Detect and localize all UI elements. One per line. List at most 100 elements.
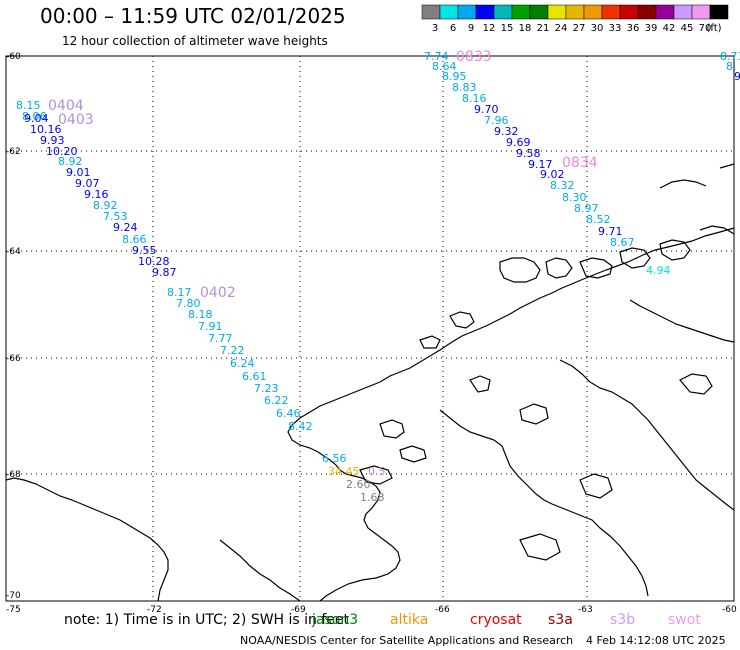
color-scale-swatch xyxy=(565,4,585,20)
wave-height-value: 8.16 xyxy=(462,92,487,105)
wave-height-value: 9.58 xyxy=(516,147,541,160)
color-scale-swatch xyxy=(457,4,477,20)
wave-height-value: 8.15 xyxy=(16,99,41,112)
wave-height-value: 9.32 xyxy=(494,125,519,138)
wave-height-value: 8.30 xyxy=(562,191,587,204)
wave-height-value: 8.06 xyxy=(22,110,47,123)
wave-height-value: 7.77 xyxy=(208,332,233,345)
wave-height-value: 10.20 xyxy=(46,145,78,158)
satellite-legend-item: swot xyxy=(668,612,701,628)
wave-height-value: 8.67 xyxy=(610,236,635,249)
lat-label: -66 xyxy=(6,354,21,364)
wave-height-value: 4.94 xyxy=(646,264,671,277)
color-scale-label: 33 xyxy=(609,23,622,34)
color-scale-swatch xyxy=(673,4,693,20)
lon-label: -72 xyxy=(147,605,162,615)
satellite-legend-item: jason3 xyxy=(312,612,359,628)
wave-height-value: 9.71 xyxy=(598,225,623,238)
color-scale-swatch xyxy=(439,4,459,20)
color-scale-swatch xyxy=(619,4,639,20)
wave-height-value: 8.64 xyxy=(432,60,457,73)
satellite-legend-item: cryosat xyxy=(470,612,522,628)
graticule xyxy=(6,56,734,601)
lon-label: -66 xyxy=(435,605,450,615)
color-scale-label: 36 xyxy=(627,23,640,34)
lon-label: -60 xyxy=(722,605,737,615)
wave-height-value: 8.73 xyxy=(720,50,740,63)
wave-height-value: 9.93 xyxy=(40,134,65,147)
color-scale-swatch xyxy=(493,4,513,20)
satellite-legend-item: s3b xyxy=(610,612,636,628)
wave-height-value: 7.80 xyxy=(176,297,201,310)
lat-label: -62 xyxy=(6,147,21,157)
wave-height-value: 0.5 xyxy=(368,465,386,478)
lat-label: -70 xyxy=(6,591,21,601)
color-scale-label: 3 xyxy=(432,23,438,34)
footer-date: 4 Feb 14:12:08 UTC 2025 xyxy=(586,634,726,647)
map-title: 00:00 – 11:59 UTC 02/01/2025 xyxy=(40,4,346,28)
lon-label: -63 xyxy=(578,605,593,615)
color-scale-label: 30 xyxy=(591,23,604,34)
wave-height-value: 7.23 xyxy=(254,382,279,395)
color-scale-label: 9 xyxy=(468,23,474,34)
lon-label: -69 xyxy=(291,605,306,615)
wave-height-value: 6.46 xyxy=(276,407,301,420)
color-scale-label: 42 xyxy=(663,23,676,34)
wave-height-value: 1.68 xyxy=(360,491,385,504)
wave-height-value: 9.70 xyxy=(474,103,499,116)
wave-height-value: 7.74 xyxy=(424,50,449,63)
color-scale-swatch xyxy=(601,4,621,20)
wave-height-value: 6.56 xyxy=(322,452,347,465)
wave-height-value: 9.24 xyxy=(113,221,138,234)
wave-height-value: 9.02 xyxy=(540,168,565,181)
color-scale-swatch xyxy=(475,4,495,20)
wave-height-value: 8.18 xyxy=(188,308,213,321)
wave-height-value: 7.53 xyxy=(103,210,128,223)
wave-height-value: 7.22 xyxy=(220,344,245,357)
wave-height-value: 7.91 xyxy=(198,320,223,333)
coastline xyxy=(5,163,735,602)
footer-credit: NOAA/NESDIS Center for Satellite Applica… xyxy=(240,634,574,647)
color-scale-swatch xyxy=(421,4,441,20)
wave-height-value: 8.97 xyxy=(574,202,599,215)
pass-time-label: 0402 xyxy=(200,285,236,301)
satellite-legend-item: s3a xyxy=(548,612,573,628)
lat-label: -60 xyxy=(6,52,21,62)
satellite-legend-item: altika xyxy=(390,612,429,628)
wave-height-value: 9.07 xyxy=(75,177,100,190)
color-scale-label: 27 xyxy=(573,23,586,34)
color-scale-label: 12 xyxy=(483,23,496,34)
wave-height-labels: 8.158.069.0410.169.9310.208.929.019.079.… xyxy=(16,49,740,504)
wave-height-value: 8.66 xyxy=(122,233,147,246)
wave-height-value: 8.83 xyxy=(452,81,477,94)
pass-time-label: 0403 xyxy=(58,112,94,128)
wave-height-value: 9.17 xyxy=(528,158,553,171)
color-scale-label: 39 xyxy=(645,23,658,34)
wave-height-value: 8.95 xyxy=(442,70,467,83)
wave-height-value: 2.60 xyxy=(346,478,371,491)
wave-height-value: 8.42 xyxy=(288,420,313,433)
color-scale-swatch xyxy=(655,4,675,20)
wave-height-value: 9.04 xyxy=(24,112,49,125)
wave-height-value: 6.61 xyxy=(242,370,267,383)
wave-height-value: 34.45 xyxy=(328,465,360,478)
map-frame xyxy=(5,55,735,602)
wave-height-value: 8.32 xyxy=(550,179,575,192)
color-scale-label: (ft) xyxy=(706,23,721,34)
color-scale-swatch xyxy=(547,4,567,20)
color-scale-label: 15 xyxy=(501,23,514,34)
wave-height-value: 9 xyxy=(734,70,740,83)
pass-time-label: 0833 xyxy=(456,49,492,65)
wave-height-value: 9.01 xyxy=(66,166,91,179)
lat-label: -68 xyxy=(6,470,21,480)
wave-height-value: 8.52 xyxy=(586,213,611,226)
wave-height-value: 6.24 xyxy=(230,357,255,370)
color-scale-label: 45 xyxy=(681,23,694,34)
lat-label: -64 xyxy=(6,247,21,257)
color-scale-swatch xyxy=(637,4,657,20)
color-scale-label: 21 xyxy=(537,23,550,34)
map-subtitle: 12 hour collection of altimeter wave hei… xyxy=(62,34,328,48)
pass-time-label: 0404 xyxy=(48,98,84,114)
color-scale-swatch xyxy=(529,4,549,20)
